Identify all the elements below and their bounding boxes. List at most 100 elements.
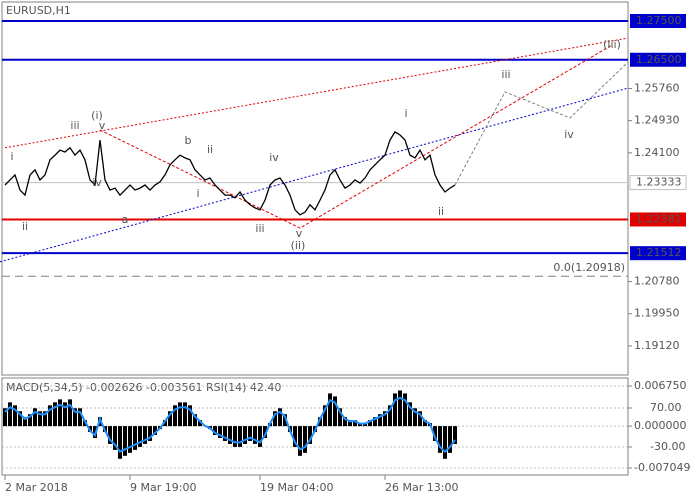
macd-bar xyxy=(178,402,182,427)
macd-bar xyxy=(63,402,67,427)
indicator-title: MACD(5,34,5) -0.002626 -0.003561 RSI(14)… xyxy=(6,381,281,394)
y-tick-label: 0.006750 xyxy=(634,379,687,392)
wave-label: (iii) xyxy=(603,38,621,51)
macd-bar xyxy=(248,426,252,441)
macd-bar xyxy=(168,411,172,427)
macd-bar xyxy=(78,408,82,427)
macd-bar xyxy=(443,426,447,459)
macd-bar xyxy=(13,405,17,427)
macd-bar xyxy=(348,420,352,427)
current-price-label: 1.23333 xyxy=(636,176,682,189)
macd-bar xyxy=(453,426,457,444)
macd-bar xyxy=(228,426,232,444)
wave-label: iv xyxy=(269,151,279,164)
macd-bar xyxy=(343,417,347,427)
macd-bar xyxy=(8,402,12,427)
wave-label: iv xyxy=(564,128,574,141)
macd-bar xyxy=(378,414,382,427)
macd-bar xyxy=(413,408,417,427)
macd-bar xyxy=(283,414,287,427)
trend-line xyxy=(454,61,629,186)
trend-line xyxy=(99,44,613,229)
macd-bar xyxy=(408,402,412,427)
x-tick-label: 9 Mar 19:00 xyxy=(130,481,196,494)
wave-label: iii xyxy=(70,119,79,132)
macd-bar xyxy=(193,414,197,427)
wave-label: ii xyxy=(207,143,213,156)
macd-bar xyxy=(278,408,282,427)
macd-bar xyxy=(188,405,192,427)
macd-bar xyxy=(353,420,357,427)
macd-bar xyxy=(243,426,247,444)
macd-bar xyxy=(58,399,62,427)
level-box xyxy=(630,246,686,261)
macd-bar xyxy=(223,426,227,441)
level-label: 1.27500 xyxy=(636,14,682,27)
y2-tick-label: -30.00 xyxy=(650,440,685,453)
macd-bar xyxy=(393,393,397,427)
macd-bar xyxy=(258,426,262,447)
x-tick-label: 26 Mar 13:00 xyxy=(385,481,458,494)
macd-bar xyxy=(383,411,387,427)
y-tick-label: 1.25760 xyxy=(634,81,680,94)
y-tick-label: -0.007049 xyxy=(634,461,690,474)
macd-bar xyxy=(153,426,157,436)
macd-bar xyxy=(113,426,117,450)
y-tick-label: 1.19950 xyxy=(634,307,680,320)
wave-label: (i) xyxy=(91,109,103,122)
wave-label: iii xyxy=(501,68,510,81)
current-price-box xyxy=(629,175,687,191)
wave-label: ii xyxy=(22,220,28,233)
macd-bar xyxy=(133,426,137,450)
macd-bar xyxy=(438,426,442,453)
macd-bar xyxy=(323,405,327,427)
macd-bar xyxy=(18,411,22,427)
macd-bar xyxy=(293,426,297,447)
macd-bar xyxy=(333,396,337,427)
macd-bar xyxy=(398,390,402,427)
macd-bar xyxy=(433,426,437,441)
level-box xyxy=(630,52,686,67)
macd-bar xyxy=(23,417,27,427)
level-label: 1.26500 xyxy=(636,53,682,66)
macd-bar xyxy=(338,408,342,427)
wave-label: (ii) xyxy=(291,239,306,252)
macd-bar xyxy=(263,426,267,438)
wave-label: v xyxy=(99,119,106,132)
level-label: 1.22381 xyxy=(636,212,682,225)
y-tick-label: 1.19120 xyxy=(634,339,680,352)
macd-bar xyxy=(308,426,312,444)
x-tick-label: 19 Mar 04:00 xyxy=(260,481,333,494)
macd-bar xyxy=(363,423,367,427)
wave-label: i xyxy=(10,150,13,163)
macd-bar xyxy=(373,417,377,427)
macd-bar xyxy=(108,426,112,444)
wave-label: i xyxy=(404,107,407,120)
macd-bar xyxy=(68,399,72,427)
y-tick-label: 1.20780 xyxy=(634,275,680,288)
macd-bar xyxy=(423,420,427,427)
level-label: 1.21512 xyxy=(636,246,682,259)
indicator-line xyxy=(4,396,456,454)
macd-bar xyxy=(233,426,237,447)
wave-label: v xyxy=(296,227,303,240)
macd-bar xyxy=(198,420,202,427)
wave-label: iv xyxy=(92,176,102,189)
macd-bar xyxy=(368,420,372,427)
macd-bar xyxy=(123,426,127,456)
macd-bar xyxy=(33,408,37,427)
macd-bar xyxy=(73,408,77,427)
macd-bar xyxy=(173,405,177,427)
wave-label: a xyxy=(122,213,129,226)
trend-line xyxy=(4,37,629,149)
macd-bar xyxy=(143,426,147,444)
macd-bar xyxy=(148,426,152,441)
y-tick-label: 0.000000 xyxy=(634,419,687,432)
macd-bar xyxy=(218,426,222,438)
macd-bar xyxy=(328,393,332,427)
chart-title: EURUSD,H1 xyxy=(6,4,71,17)
macd-bar xyxy=(48,405,52,427)
fib-label: 0.0(1.20918) xyxy=(553,261,625,274)
y-tick-label: 1.24100 xyxy=(634,146,680,159)
